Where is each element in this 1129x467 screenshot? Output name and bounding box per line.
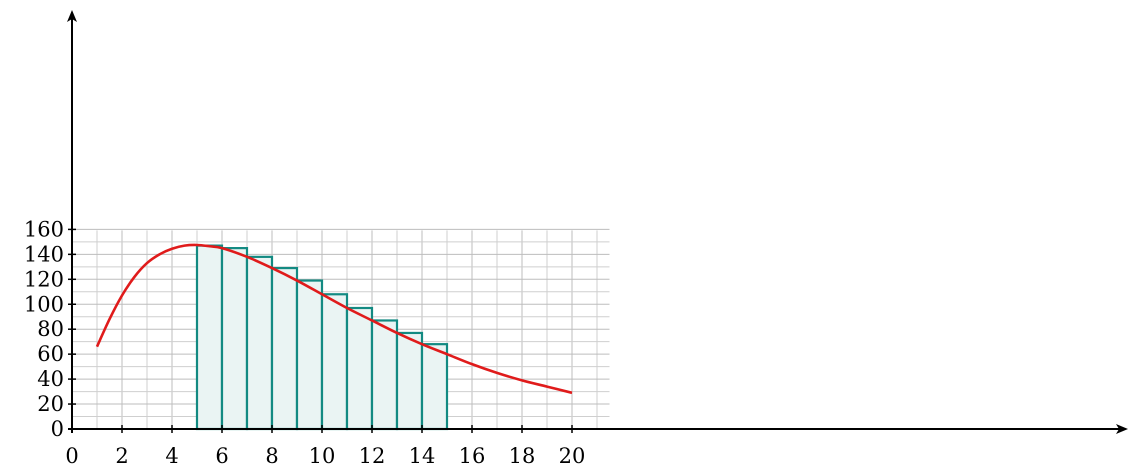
y-tick-label: 60 xyxy=(37,342,64,366)
y-tick-label: 0 xyxy=(51,417,64,441)
y-tick-label: 20 xyxy=(37,392,64,416)
bar xyxy=(220,247,249,431)
x-tick-label: 2 xyxy=(115,444,128,467)
x-tick-label: 4 xyxy=(165,444,178,467)
bar xyxy=(420,343,449,431)
y-tick-label: 140 xyxy=(24,242,64,266)
axes xyxy=(67,10,1128,434)
x-tick-label: 6 xyxy=(215,444,228,467)
y-tick-label: 100 xyxy=(24,292,64,316)
x-tick-label: 18 xyxy=(509,444,536,467)
curve-layer xyxy=(95,243,573,395)
bar xyxy=(270,266,299,431)
x-tick-label: 8 xyxy=(265,444,278,467)
bar xyxy=(395,331,424,431)
bar xyxy=(345,306,374,431)
bar xyxy=(295,279,324,431)
x-tick-label: 16 xyxy=(459,444,486,467)
bar xyxy=(320,293,349,431)
x-tick-label: 0 xyxy=(65,444,78,467)
series-curve xyxy=(95,243,573,395)
y-axis-arrow xyxy=(67,10,77,22)
x-tick-label: 10 xyxy=(309,444,336,467)
x-tick-label: 12 xyxy=(359,444,386,467)
x-tick-label: 14 xyxy=(409,444,436,467)
bar xyxy=(370,319,399,431)
bars xyxy=(195,244,449,431)
x-tick-label: 20 xyxy=(559,444,586,467)
y-tick-label: 80 xyxy=(37,317,64,341)
y-tick-label: 160 xyxy=(24,217,64,241)
x-axis-arrow xyxy=(1116,424,1128,434)
y-tick-label: 40 xyxy=(37,367,64,391)
bar xyxy=(195,244,224,431)
bar xyxy=(245,255,274,431)
y-tick-label: 120 xyxy=(24,267,64,291)
